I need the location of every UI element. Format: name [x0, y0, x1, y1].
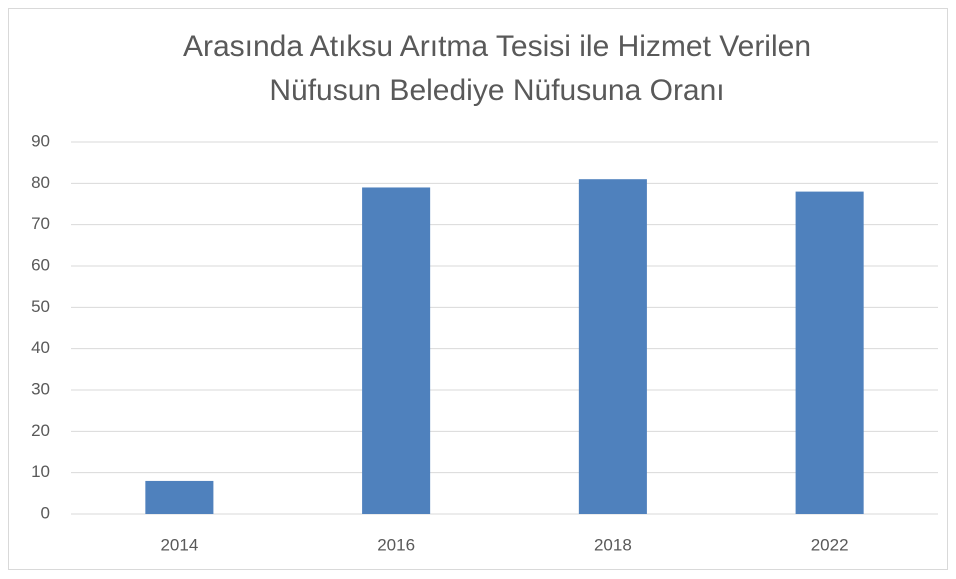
chart-title: Arasında Atıksu Arıtma Tesisi ile Hizmet…	[183, 30, 811, 63]
y-tick-label: 20	[31, 421, 50, 440]
bar	[578, 179, 647, 514]
bar	[145, 480, 214, 514]
y-tick-label: 60	[31, 255, 50, 274]
chart-border	[8, 8, 948, 570]
x-tick-label: 2016	[377, 535, 415, 554]
y-tick-label: 10	[31, 462, 50, 481]
x-tick-label: 2022	[811, 535, 849, 554]
bar	[362, 187, 431, 514]
x-tick-label: 2018	[594, 535, 632, 554]
y-tick-label: 80	[31, 173, 50, 192]
y-tick-label: 50	[31, 297, 50, 316]
y-tick-label: 70	[31, 214, 50, 233]
y-tick-label: 40	[31, 338, 50, 357]
bar	[795, 191, 864, 514]
chart-title: Nüfusun Belediye Nüfusuna Oranı	[269, 74, 724, 107]
y-tick-label: 30	[31, 379, 50, 398]
y-tick-label: 0	[41, 503, 50, 522]
y-tick-label: 90	[31, 131, 50, 150]
x-tick-label: 2014	[160, 535, 198, 554]
